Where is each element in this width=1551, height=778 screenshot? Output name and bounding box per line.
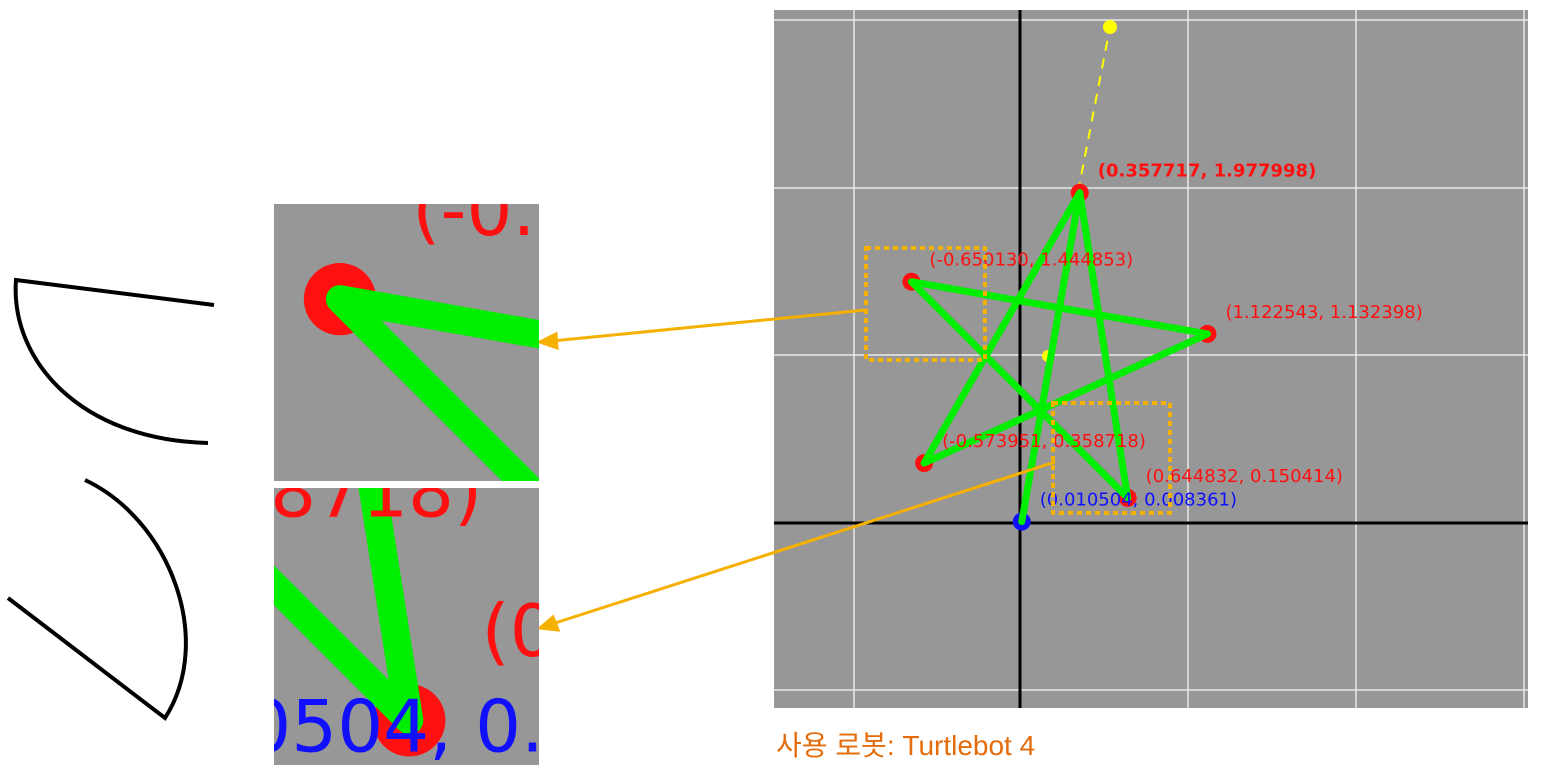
arrows [536, 308, 1056, 632]
arc [13, 277, 215, 445]
arc [6, 478, 188, 721]
waypoint-label: (0.357717, 1.977998) [1098, 161, 1317, 182]
trajectory-path [907, 189, 1211, 526]
waypoint-label: (-0.650130, 1.444853) [929, 250, 1133, 271]
arcs [6, 277, 215, 721]
grid [774, 10, 1528, 708]
zoom-box [1051, 401, 1172, 515]
arrow-head [536, 614, 561, 632]
arrow [551, 308, 867, 343]
waypoint-label: (-0.573951, 0.358718) [942, 431, 1146, 452]
trajectory: (0.010504, 0.008361) (0.357717, 1.977998)… [902, 161, 1423, 531]
waypoint-label: (1.122543, 1.132398) [1225, 302, 1422, 323]
waypoint-label: (0.010504, 0.008361) [1040, 490, 1237, 511]
caption: 사용 로봇: Turtlebot 4 [776, 730, 1036, 761]
goal-point [1103, 20, 1117, 34]
zoom-boxes [864, 246, 1172, 515]
waypoint-label: (0.644832, 0.150414) [1146, 466, 1343, 487]
arrow [551, 460, 1056, 626]
arrow-head [536, 331, 559, 351]
zoom-box [864, 246, 987, 362]
